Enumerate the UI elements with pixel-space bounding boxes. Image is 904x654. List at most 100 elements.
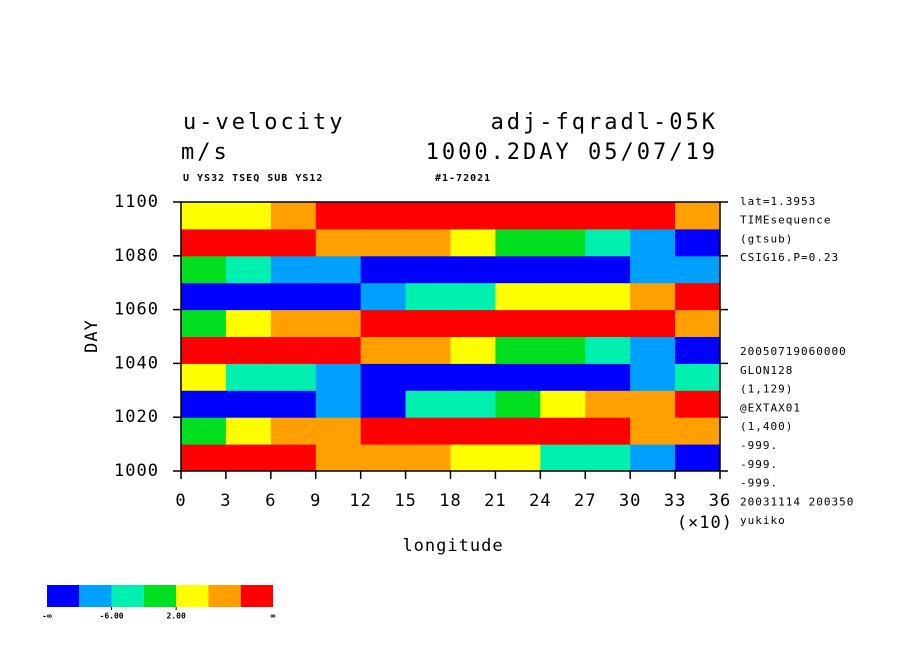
field-cell — [675, 255, 721, 284]
field-cell — [270, 417, 317, 445]
info-text: -999. — [740, 458, 778, 471]
field-cell — [405, 228, 451, 257]
field-cell — [181, 363, 227, 391]
field-cell — [450, 309, 496, 337]
field-cell — [270, 282, 317, 311]
field-cell — [675, 417, 721, 445]
field-cell — [181, 336, 227, 364]
info-text: 20031114 200350 — [740, 495, 854, 508]
x-tick-label: 12 — [349, 491, 371, 511]
field-cell — [315, 255, 362, 284]
y-tick-label: 1000 — [114, 461, 159, 481]
field-cell — [540, 336, 586, 364]
field-cell — [540, 228, 586, 257]
field-cell — [270, 228, 317, 257]
field-cell — [495, 282, 541, 311]
field-cell — [585, 444, 631, 472]
field-cell — [225, 390, 272, 418]
field-cell — [540, 282, 586, 311]
field-cell — [675, 282, 721, 311]
field-cell — [675, 390, 721, 418]
info-text: GLON128 — [740, 364, 793, 377]
field-cell — [540, 202, 586, 230]
field-cell — [225, 417, 272, 445]
field-cell — [181, 444, 227, 472]
colorbar-label: -6.00 — [100, 612, 124, 621]
field-cell — [675, 336, 721, 364]
y-tick-label: 1100 — [114, 192, 159, 212]
field-cell — [675, 202, 721, 230]
field-cell — [360, 336, 407, 364]
field-cell — [315, 202, 362, 230]
field-cell — [495, 363, 541, 391]
field-cell — [360, 255, 407, 284]
field-cell — [585, 390, 631, 418]
field-cell — [360, 282, 407, 311]
field-cell — [270, 255, 317, 284]
info-text: CSIG16.P=0.23 — [740, 251, 839, 264]
info-text: 20050719060000 — [740, 345, 847, 358]
x-tick-label: 24 — [529, 491, 551, 511]
field-cell — [630, 336, 676, 364]
field-cell — [675, 228, 721, 257]
info-text: lat=1.3953 — [740, 195, 816, 208]
field-cell — [315, 390, 362, 418]
x-tick-label: 21 — [484, 491, 506, 511]
field-cell — [315, 417, 362, 445]
units: m/s — [181, 140, 230, 165]
experiment: adj-fqradl-05K — [491, 110, 718, 135]
field-cell — [630, 390, 676, 418]
field-cell — [495, 202, 541, 230]
field-cell — [405, 417, 451, 445]
x-tick-label: 18 — [439, 491, 461, 511]
field-cell — [540, 363, 586, 391]
field-cell — [495, 309, 541, 337]
field-cell — [181, 390, 227, 418]
info-text: yukiko — [740, 514, 786, 527]
x-tick-label: 9 — [310, 491, 321, 511]
field-cell — [270, 336, 317, 364]
info-text: TIMEsequence — [740, 214, 831, 227]
field-cell — [181, 255, 227, 284]
info-text: -999. — [740, 439, 778, 452]
x-tick-label: 15 — [394, 491, 416, 511]
field-cell — [181, 309, 227, 337]
field-cell — [315, 282, 362, 311]
x-tick-label: 0 — [175, 491, 186, 511]
colorbar-end: ∞ — [271, 612, 276, 621]
field-cell — [450, 282, 496, 311]
field-cell — [360, 444, 407, 472]
info-text: -999. — [740, 477, 778, 490]
field-cell — [360, 363, 407, 391]
title: u-velocity — [183, 110, 345, 135]
field-cell — [540, 417, 586, 445]
field-cell — [270, 390, 317, 418]
field-cell — [630, 363, 676, 391]
y-tick-label: 1040 — [114, 353, 159, 373]
x-tick-label: 33 — [664, 491, 686, 511]
field-cell — [495, 444, 541, 472]
field-cell — [675, 309, 721, 337]
field-cell — [450, 444, 496, 472]
field-cell — [405, 282, 451, 311]
colorbar-end: -∞ — [42, 612, 52, 621]
colorbar-box — [240, 585, 273, 607]
colorbar-box — [47, 585, 80, 607]
x-tick-label: 3 — [220, 491, 231, 511]
field-cell — [495, 255, 541, 284]
field-cell — [360, 417, 407, 445]
colorbar-box — [143, 585, 177, 607]
field-cell — [360, 309, 407, 337]
field-cell — [630, 309, 676, 337]
field-cell — [450, 202, 496, 230]
field-cell — [270, 309, 317, 337]
y-tick-label: 1080 — [114, 246, 159, 266]
field-cell — [225, 228, 272, 257]
field-cell — [315, 228, 362, 257]
field-cell — [540, 390, 586, 418]
field-cell — [225, 336, 272, 364]
field-cell — [360, 202, 407, 230]
field-cell — [315, 363, 362, 391]
colorbar-box — [79, 585, 112, 607]
field-cell — [225, 282, 272, 311]
